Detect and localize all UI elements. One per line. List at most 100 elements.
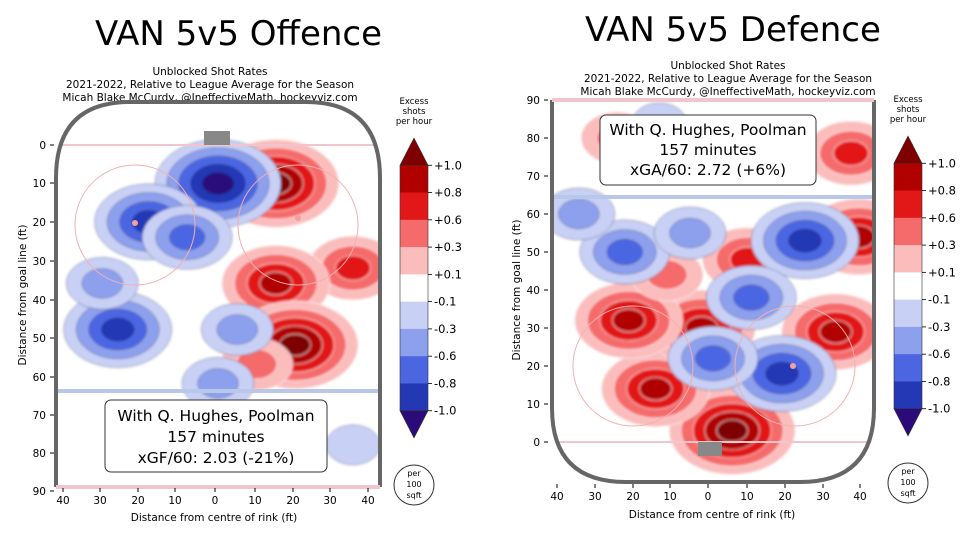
y-tick-label: 10 xyxy=(33,178,46,190)
y-tick-label: 80 xyxy=(33,448,46,460)
offence-axes: 40 30 20 10 0 10 20 30 40 0 10 20 30 40 50 60 70 80 90 xyxy=(33,140,375,507)
subtitle-line-3: Micah Blake McCurdy, @IneffectiveMath, h… xyxy=(580,86,876,98)
heat-contour xyxy=(216,314,258,345)
defence-axes: 40 30 20 10 0 10 20 30 40 0 10 20 30 40 50 60 70 80 90 xyxy=(527,95,867,503)
x-tick-label: 10 xyxy=(248,495,261,507)
colorbar-label: -1.0 xyxy=(928,402,950,416)
rink-boards xyxy=(550,100,876,484)
faceoff-dot xyxy=(132,220,138,226)
svg-text:sqft: sqft xyxy=(406,491,421,500)
chart-title: VAN 5v5 Offence xyxy=(95,14,383,54)
heat-contour xyxy=(197,368,239,399)
colorbar-swatch xyxy=(893,408,923,437)
x-tick-label: 10 xyxy=(740,491,753,503)
colorbar-label: -0.3 xyxy=(928,320,950,334)
goal-net xyxy=(698,442,722,456)
y-tick-label: 70 xyxy=(527,171,540,183)
x-tick-label: 40 xyxy=(361,495,374,507)
heat-contour xyxy=(558,199,600,229)
heat-contour xyxy=(325,424,380,466)
colorbar-label: -0.6 xyxy=(434,349,456,363)
chart-title: VAN 5v5 Defence xyxy=(585,10,881,50)
colorbar-label: -0.1 xyxy=(434,295,456,309)
svg-text:100: 100 xyxy=(406,480,421,489)
heat-contour xyxy=(612,308,646,333)
annotation-line-3: xGA/60: 2.72 (+6%) xyxy=(630,161,786,179)
colorbar-title-1: Excess xyxy=(893,95,923,105)
svg-text:per: per xyxy=(901,467,915,476)
x-axis-label: Distance from centre of rink (ft) xyxy=(131,512,298,524)
colorbar-swatch xyxy=(894,381,922,410)
y-tick-label: 90 xyxy=(527,95,540,107)
heat-contour xyxy=(259,271,293,296)
subtitle-line-2: 2021-2022, Relative to League Average fo… xyxy=(65,79,355,91)
y-tick-label: 80 xyxy=(527,133,540,145)
colorbar-label: +0.6 xyxy=(928,211,956,225)
y-tick-label: 60 xyxy=(33,372,46,384)
colorbar-label: +0.1 xyxy=(928,265,956,279)
y-tick-label: 30 xyxy=(527,323,540,335)
colorbar-swatch xyxy=(894,299,922,328)
annotation-line-2: 157 minutes xyxy=(167,428,264,446)
x-tick-label: 0 xyxy=(212,495,219,507)
colorbar-label: -0.1 xyxy=(928,293,950,307)
x-tick-label: 20 xyxy=(778,491,791,503)
y-tick-label: 50 xyxy=(527,247,540,259)
colorbar-label: -0.8 xyxy=(434,376,456,390)
colorbar-title-3: per hour xyxy=(890,115,927,125)
unit-circle: per 100 sqft xyxy=(393,464,435,506)
colorbar-swatch xyxy=(400,383,428,412)
x-tick-label: 30 xyxy=(323,495,336,507)
heat-contour xyxy=(788,228,822,253)
x-tick-label: 30 xyxy=(588,491,601,503)
subtitle-line-2: 2021-2022, Relative to League Average fo… xyxy=(583,73,873,85)
x-tick-label: 40 xyxy=(853,491,866,503)
colorbar-swatch xyxy=(894,354,922,382)
rink-boards xyxy=(54,100,382,487)
colorbar-swatch xyxy=(399,410,429,439)
annotation-line-1: With Q. Hughes, Poolman xyxy=(117,407,314,425)
heat-contour xyxy=(101,317,135,342)
y-tick-label: 20 xyxy=(527,361,540,373)
colorbar-swatch xyxy=(400,165,428,194)
colorbar-label: +0.3 xyxy=(928,238,956,252)
annotation-line-1: With Q. Hughes, Poolman xyxy=(609,121,806,139)
defence-chart-svg: With Q. Hughes, Poolman 157 minutes xGA/… xyxy=(511,95,956,521)
heat-contour xyxy=(765,361,799,386)
colorbar-swatch xyxy=(894,163,922,192)
heat-contour xyxy=(733,284,770,311)
offence-panel: VAN 5v5 Offence Unblocked Shot Rates 202… xyxy=(17,14,462,524)
colorbar-label: +0.8 xyxy=(434,186,462,200)
colorbar-swatch xyxy=(894,245,922,273)
subtitle: Unblocked Shot Rates 2021-2022, Relative… xyxy=(518,60,938,99)
heat-contour xyxy=(669,218,711,248)
heat-contour xyxy=(169,224,206,251)
colorbar-swatch xyxy=(894,272,922,301)
svg-text:sqft: sqft xyxy=(900,489,915,498)
faceoff-circle xyxy=(572,305,694,427)
y-tick-label: 40 xyxy=(527,285,540,297)
colorbar-label: +1.0 xyxy=(928,156,956,170)
x-tick-label: 30 xyxy=(93,495,106,507)
colorbar: +1.0 +0.8 +0.6 +0.3 +0.1 -0.1 -0.3 -0.6 -0.8 -1.0 xyxy=(399,137,462,439)
colorbar-label: -0.6 xyxy=(928,347,950,361)
x-tick-label: 10 xyxy=(168,495,181,507)
heat-contour xyxy=(81,268,123,299)
annotation-box: With Q. Hughes, Poolman 157 minutes xGF/… xyxy=(104,399,328,473)
y-tick-label: 90 xyxy=(33,486,46,498)
faceoff-circle xyxy=(734,305,856,427)
colorbar-swatch xyxy=(400,356,428,384)
y-tick-label: 0 xyxy=(39,140,46,152)
x-tick-label: 20 xyxy=(131,495,144,507)
colorbar-swatch xyxy=(400,247,428,275)
colorbar-title-1: Excess xyxy=(399,97,429,107)
x-tick-label: 30 xyxy=(816,491,829,503)
colorbar-label: +0.8 xyxy=(928,184,956,198)
svg-text:100: 100 xyxy=(900,478,915,487)
colorbar-swatch xyxy=(400,192,428,221)
y-tick-label: 50 xyxy=(33,333,46,345)
x-tick-label: 40 xyxy=(56,495,69,507)
heat-contour xyxy=(202,172,234,195)
y-tick-label: 40 xyxy=(33,295,46,307)
colorbar-swatch xyxy=(400,328,428,357)
